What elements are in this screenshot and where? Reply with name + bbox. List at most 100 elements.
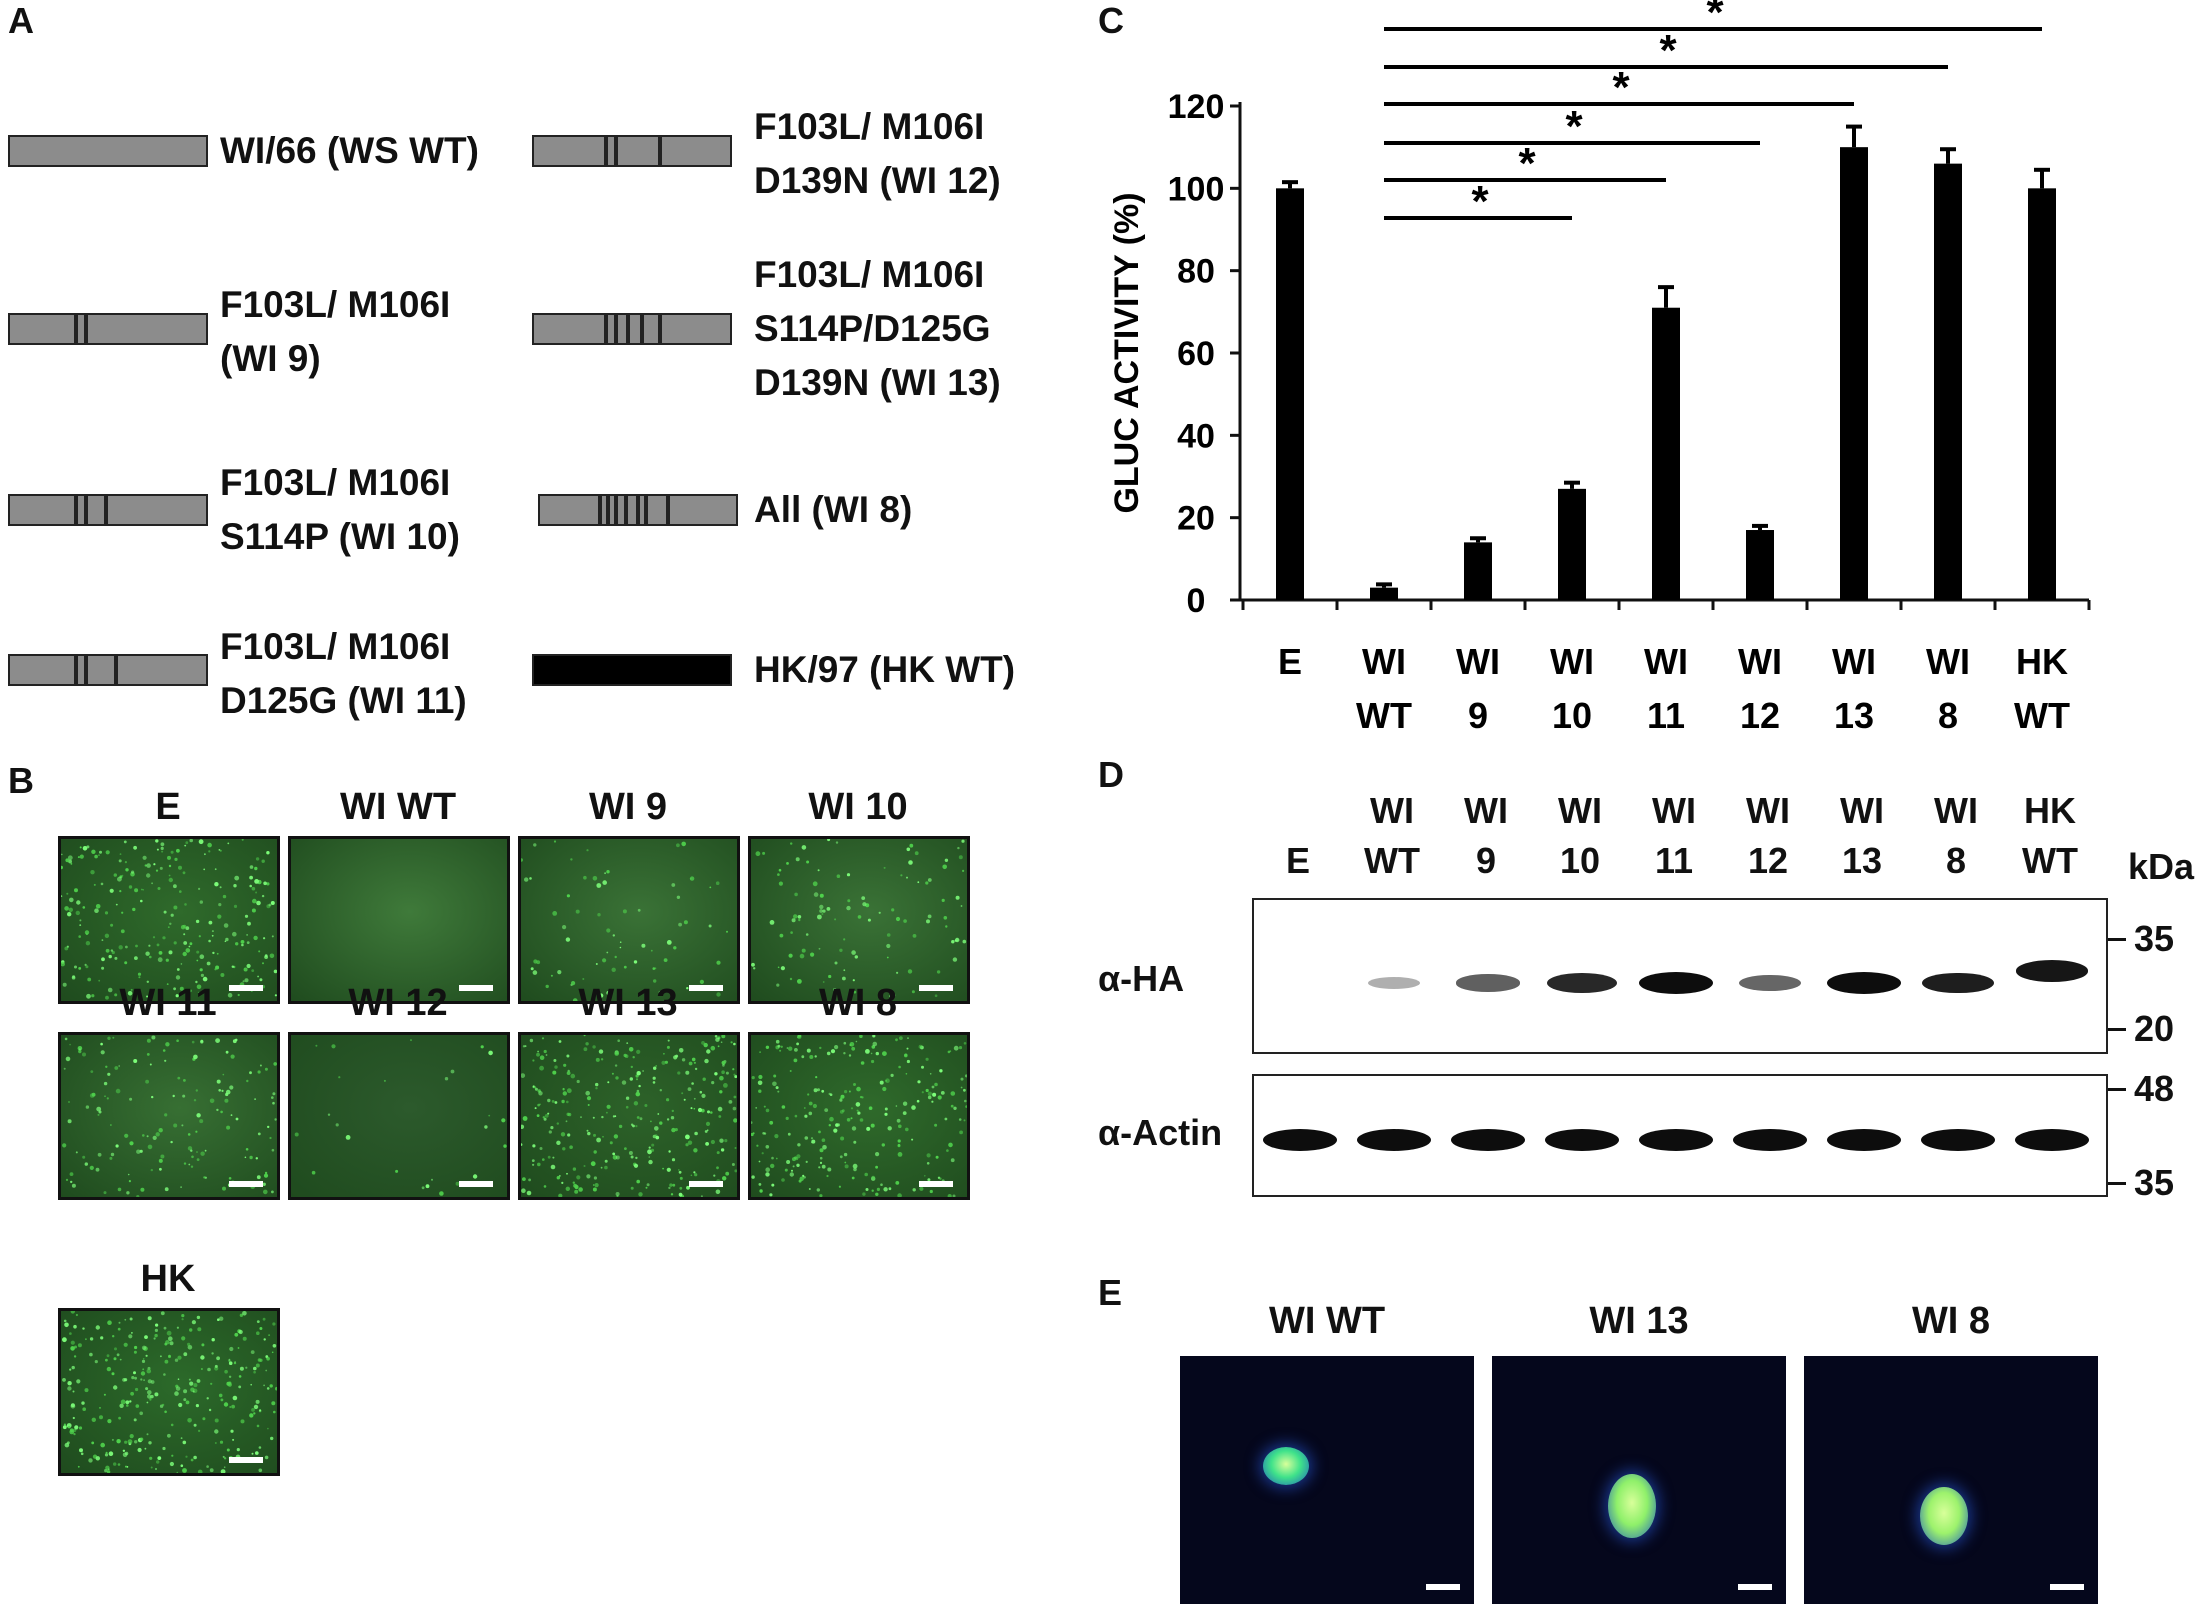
cell-image	[1180, 1356, 1474, 1604]
blot-band	[1367, 976, 1421, 990]
blot-band	[1921, 1129, 1995, 1151]
category-label: 11	[1647, 695, 1685, 736]
construct-label-line: D139N (WI 12)	[754, 160, 1001, 201]
micrograph-image	[58, 1308, 280, 1476]
scale-bar	[459, 1181, 493, 1187]
lane-label-line: E	[1285, 840, 1310, 881]
significance-star: *	[1659, 26, 1677, 75]
lane-label: WI 13	[1817, 786, 1907, 886]
construct-label-wi11: F103L/ M106I D125G (WI 11)	[220, 620, 467, 728]
lane-label: WI 11	[1629, 786, 1719, 886]
micrograph-title: WI WT	[339, 786, 457, 828]
construct-label-line: D125G (WI 11)	[220, 680, 467, 721]
construct-label-wi-wt: WI/66 (WS WT)	[220, 124, 479, 178]
y-axis-label: GLUC ACTIVITY (%)	[1108, 192, 1146, 513]
micrograph-image	[748, 1032, 970, 1200]
category-label: WI	[1738, 641, 1782, 682]
scale-bar	[229, 1181, 263, 1187]
bar	[2028, 188, 2056, 601]
marker-tick	[2108, 1182, 2126, 1185]
construct-label-line: F103L/ M106I	[754, 254, 985, 295]
scale-bar	[919, 985, 953, 991]
blot-band	[1451, 1129, 1525, 1151]
cell-image-title: WI 8	[1911, 1300, 1991, 1342]
stained-cell	[1920, 1487, 1968, 1545]
blot-band	[1639, 1129, 1713, 1151]
bar	[1652, 307, 1680, 600]
micrograph-image	[288, 836, 510, 1004]
y-tick-label: 80	[1177, 253, 1215, 291]
blot-antibody-label: α-HA	[1098, 958, 1185, 999]
micrograph-title: WI 8	[818, 982, 898, 1024]
blot-band	[1545, 1129, 1619, 1151]
panel-b-letter: B	[8, 760, 34, 801]
molecular-weight-marker: 20	[2134, 1008, 2175, 1049]
blot-band	[2015, 960, 2089, 982]
cell-image-title: WI WT	[1268, 1300, 1386, 1342]
lane-label-line: WI	[1652, 790, 1696, 831]
construct-label-wi9: F103L/ M106I (WI 9)	[220, 278, 450, 386]
blot-band	[1922, 972, 1994, 994]
kda-label: kDa	[2128, 846, 2195, 887]
micrograph-title: WI 10	[808, 786, 908, 828]
construct-label-line: F103L/ M106I	[754, 106, 985, 147]
micrograph-image	[518, 836, 740, 1004]
micrograph-title: HK	[140, 1258, 196, 1300]
blot-band	[1733, 1129, 1807, 1151]
lane-label: HK WT	[2005, 786, 2095, 886]
construct-label-line: D139N (WI 13)	[754, 362, 1001, 403]
bar	[1464, 542, 1492, 600]
category-label: WI	[1832, 641, 1876, 682]
fluorescent-cells	[62, 1311, 277, 1473]
lane-label: WI 10	[1535, 786, 1625, 886]
category-label: WI	[1644, 641, 1688, 682]
construct-bar-wi-wt	[8, 135, 208, 167]
y-tick-label: 100	[1168, 170, 1225, 208]
stained-cell	[1263, 1447, 1309, 1485]
lane-label-line: WI	[1934, 790, 1978, 831]
category-label: WI	[1550, 641, 1594, 682]
category-label: 10	[1552, 695, 1592, 736]
significance-star: *	[1518, 139, 1536, 188]
fluorescent-cells	[521, 840, 728, 1001]
micrograph-image	[748, 836, 970, 1004]
category-label: WT	[1356, 695, 1412, 736]
scale-bar	[1426, 1584, 1460, 1590]
construct-bar-wi8	[538, 494, 738, 526]
cell-image	[1804, 1356, 2098, 1604]
micrograph-title: WI 9	[588, 786, 668, 828]
category-label: E	[1278, 641, 1302, 682]
molecular-weight-marker: 35	[2134, 918, 2175, 959]
blot-band	[1827, 1129, 1901, 1151]
bar	[1934, 163, 1962, 600]
blot-antibody-label: α-Actin	[1098, 1112, 1223, 1153]
significance-star: *	[1706, 0, 1724, 37]
fluorescent-cells	[291, 839, 507, 1001]
lane-label-line: 12	[1747, 840, 1789, 881]
lane-label-line: WT	[2022, 840, 2078, 881]
blot-band	[1639, 972, 1713, 994]
category-label: WI	[1456, 641, 1500, 682]
construct-label-line: All (WI 8)	[754, 489, 913, 530]
construct-label-line: F103L/ M106I	[220, 626, 451, 667]
lane-label: E	[1253, 786, 1343, 886]
blot-band	[1263, 1129, 1337, 1151]
scale-bar	[1738, 1584, 1772, 1590]
lane-label-line: WT	[1364, 840, 1420, 881]
scale-bar	[2050, 1584, 2084, 1590]
marker-tick	[2108, 1088, 2126, 1091]
lane-label-line: 10	[1559, 840, 1601, 881]
blot-band	[2015, 1129, 2089, 1151]
cell-image	[1492, 1356, 1786, 1604]
construct-bar-wi12	[532, 135, 732, 167]
marker-tick	[2108, 938, 2126, 941]
micrograph-title: WI 12	[348, 982, 448, 1024]
micrograph-image	[518, 1032, 740, 1200]
gluc-activity-bar-chart: 0 20 40 60 80 100 120 GLUC ACTIVITY (%) E WI WT WI 9…	[1108, 0, 2091, 736]
lane-label-line: WI	[1558, 790, 1602, 831]
micrograph-title: E	[155, 786, 181, 828]
construct-label-wi10: F103L/ M106I S114P (WI 10)	[220, 456, 460, 564]
lane-label: WI 9	[1441, 786, 1531, 886]
lane-label-line: 8	[1945, 840, 1967, 881]
construct-label-line: WI/66 (WS WT)	[220, 130, 479, 171]
